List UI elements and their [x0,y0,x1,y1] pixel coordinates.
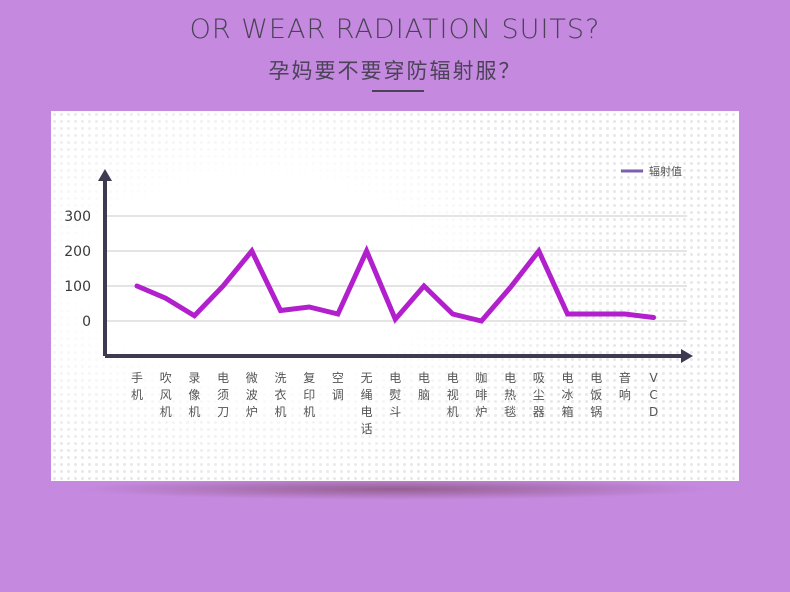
x-tick-label: 洗衣机 [274,371,286,419]
x-tick-label: 电视机 [447,371,459,419]
heading-divider [372,90,424,92]
x-tick-label: 电饭锅 [590,371,602,419]
y-tick-label: 300 [64,209,91,225]
heading-english: OR WEAR RADIATION SUITS? [189,14,601,45]
y-axis-arrow [98,169,112,181]
x-tick-label: 吹风机 [160,371,172,419]
x-tick-label: 电冰箱 [561,371,573,419]
x-tick-label: 电脑 [418,371,430,402]
x-tick-label: 复印机 [303,371,315,419]
x-axis-arrow [681,349,693,363]
legend-label: 辐射值 [649,164,682,178]
x-tick-label: 手机 [131,371,143,402]
x-tick-label: 录像机 [188,371,200,419]
y-tick-label: 100 [64,279,91,295]
x-tick-label: 无绳电话 [361,371,373,436]
heading-chinese: 孕妈要不要穿防辐射服？ [268,59,522,83]
card-shadow [70,478,720,500]
y-tick-label: 200 [64,244,91,260]
x-tick-label: 微波炉 [246,371,258,419]
chart-card: 0 100 200 300 手机 吹风机 录像机 电须刀 微波炉 洗衣机 复印机 空调 无绳电话 电熨斗 电… [51,111,739,481]
x-tick-label: 咖啡炉 [475,370,487,419]
y-tick-label: 0 [82,314,91,330]
x-tick-label: 吸尘器 [533,371,545,419]
x-tick-label: 音响 [619,370,631,402]
x-tick-label: 电熨斗 [389,371,401,419]
line-chart: 0 100 200 300 手机 吹风机 录像机 电须刀 微波炉 洗衣机 复印机 空调 无绳电话 电熨斗 电… [64,164,693,436]
x-tick-label: 空调 [332,371,344,402]
x-tick-label: 电须刀 [217,371,229,419]
x-tick-label: 电热毯 [504,371,516,419]
